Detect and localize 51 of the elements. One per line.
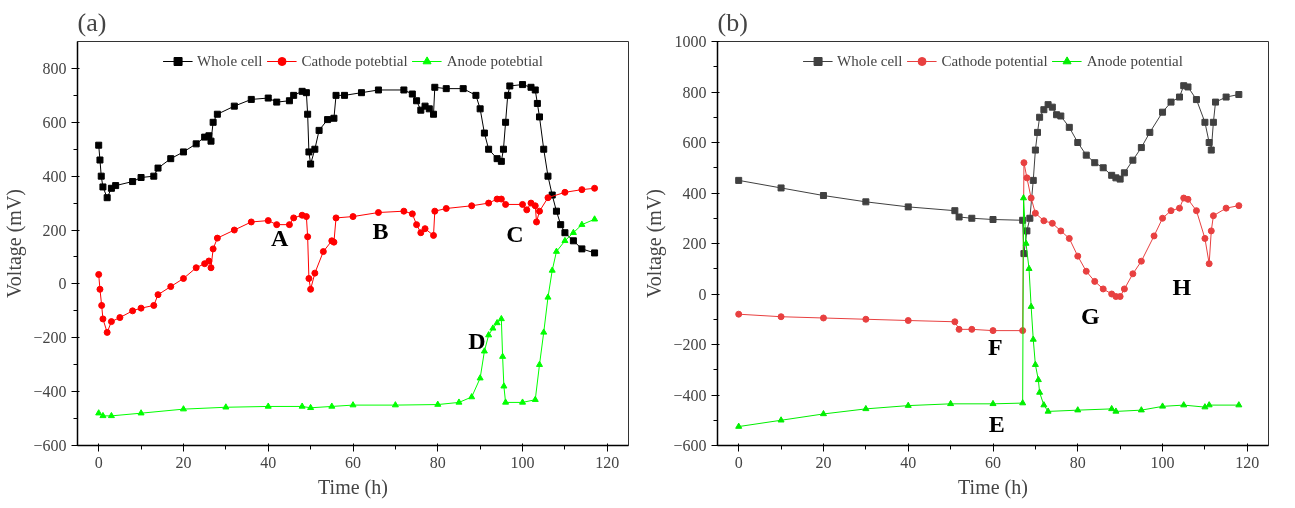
y-tick-label: 600 <box>682 134 707 151</box>
y-tick-label: 0 <box>58 275 67 293</box>
legend-label: Anode potential <box>1086 52 1183 70</box>
y-tick-label: 200 <box>42 221 67 239</box>
x-tick-label: 20 <box>815 453 832 471</box>
y-tick-label: −200 <box>33 329 67 347</box>
annotation: F <box>987 333 1003 360</box>
x-tick-label: 20 <box>175 453 192 471</box>
x-tick-label: 100 <box>510 453 535 471</box>
legend-label: Anode potebtial <box>446 52 543 70</box>
y-tick-label: −600 <box>33 437 67 454</box>
y-tick-label: −400 <box>33 383 67 401</box>
y-tick-label: 400 <box>42 167 67 185</box>
y-tick-label: 800 <box>42 59 67 77</box>
legend-label: Whole cell <box>197 52 263 70</box>
chart-title: (b) <box>717 7 748 37</box>
y-tick-label: 0 <box>698 285 707 303</box>
annotation: D <box>468 328 486 355</box>
annotation: E <box>988 411 1005 438</box>
annotation: A <box>271 224 290 251</box>
y-tick-label: −400 <box>673 386 707 404</box>
y-tick-label: 400 <box>682 184 707 202</box>
y-tick-label: 200 <box>682 235 707 252</box>
annotation: G <box>1080 303 1100 330</box>
legend-label: Whole cell <box>837 52 903 70</box>
y-axis-title: Voltage (mV) <box>643 188 667 299</box>
y-tick-label: 1000 <box>674 33 707 50</box>
x-tick-label: 100 <box>1150 453 1175 471</box>
y-tick-label: −200 <box>673 336 707 353</box>
legend-label: Cathode potential <box>941 52 1048 70</box>
x-tick-label: 120 <box>595 453 620 471</box>
annotation: B <box>372 217 389 244</box>
x-tick-label: 120 <box>1235 453 1260 471</box>
y-axis-title: Voltage (mV) <box>3 188 27 299</box>
annotation: H <box>1172 273 1192 300</box>
chart-title: (a) <box>77 7 107 37</box>
annotation: C <box>506 220 524 247</box>
x-axis-title: Time (h) <box>958 475 1028 499</box>
legend-label: Cathode potebtial <box>301 52 408 70</box>
x-tick-label: 40 <box>900 453 917 471</box>
y-tick-label: 800 <box>682 83 707 101</box>
y-tick-label: −600 <box>673 437 707 454</box>
x-tick-label: 0 <box>734 453 743 471</box>
x-tick-label: 80 <box>1069 453 1086 471</box>
x-tick-label: 60 <box>345 453 361 471</box>
x-tick-label: 80 <box>429 453 446 471</box>
x-tick-label: 0 <box>94 453 103 471</box>
x-tick-label: 40 <box>260 453 277 471</box>
x-tick-label: 60 <box>985 453 1001 471</box>
y-tick-label: 600 <box>42 113 67 131</box>
x-axis-title: Time (h) <box>318 475 388 499</box>
